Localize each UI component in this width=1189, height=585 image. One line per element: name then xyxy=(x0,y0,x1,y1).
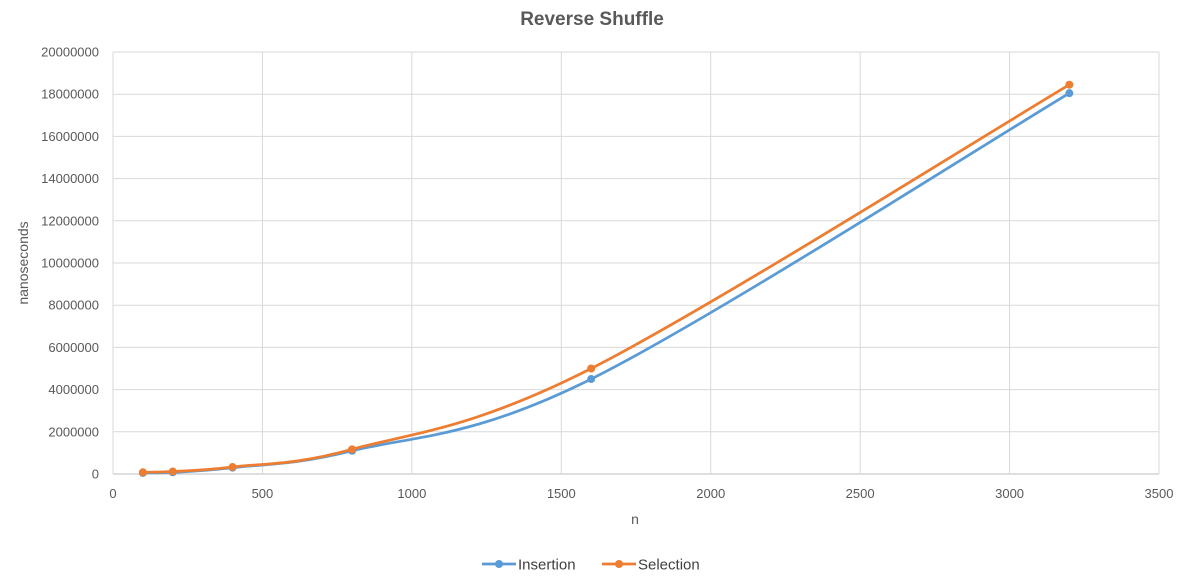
y-tick-label: 20000000 xyxy=(41,45,99,60)
series-line xyxy=(141,91,1071,475)
y-axis-title: nanoseconds xyxy=(15,221,31,304)
legend-item: Selection xyxy=(602,557,700,574)
y-tick-label: 18000000 xyxy=(41,87,99,102)
gridlines xyxy=(112,51,1160,475)
y-tick-label: 14000000 xyxy=(41,171,99,186)
x-tick-label: 500 xyxy=(252,486,274,501)
x-tick-label: 0 xyxy=(109,486,116,501)
x-axis-ticks: 0 500 1000 1500 2000 2500 3000 3500 xyxy=(109,486,1173,501)
chart-title: Reverse Shuffle xyxy=(520,9,664,30)
y-tick-label: 2000000 xyxy=(48,424,99,439)
series-line xyxy=(141,83,1071,474)
data-point xyxy=(348,445,357,454)
x-tick-label: 3500 xyxy=(1145,486,1174,501)
data-point xyxy=(1065,80,1074,89)
series-selection xyxy=(138,80,1074,477)
x-axis-title: n xyxy=(631,511,639,527)
y-tick-label: 4000000 xyxy=(48,382,99,397)
legend-marker xyxy=(615,560,623,568)
x-tick-label: 2000 xyxy=(696,486,725,501)
x-tick-label: 1000 xyxy=(397,486,426,501)
y-tick-label: 10000000 xyxy=(41,256,99,271)
data-point xyxy=(587,375,596,384)
data-point xyxy=(587,364,596,373)
y-tick-label: 8000000 xyxy=(48,298,99,313)
y-tick-label: 0 xyxy=(92,467,99,482)
data-point xyxy=(168,467,177,476)
x-tick-label: 2500 xyxy=(846,486,875,501)
x-tick-label: 3000 xyxy=(995,486,1024,501)
data-point xyxy=(138,468,147,477)
series-insertion xyxy=(138,89,1074,477)
data-point xyxy=(1065,89,1074,98)
legend-label: Insertion xyxy=(518,557,576,574)
legend-marker xyxy=(495,560,503,568)
legend-label: Selection xyxy=(638,557,700,574)
legend: Insertion Selection xyxy=(482,557,700,574)
y-tick-label: 6000000 xyxy=(48,340,99,355)
x-tick-label: 1500 xyxy=(547,486,576,501)
data-point xyxy=(228,463,237,472)
y-tick-label: 12000000 xyxy=(41,213,99,228)
y-axis-ticks: 0 2000000 4000000 6000000 8000000 10000000 120… xyxy=(41,45,99,482)
y-tick-label: 16000000 xyxy=(41,129,99,144)
series-layer xyxy=(138,80,1074,477)
legend-item: Insertion xyxy=(482,557,576,574)
